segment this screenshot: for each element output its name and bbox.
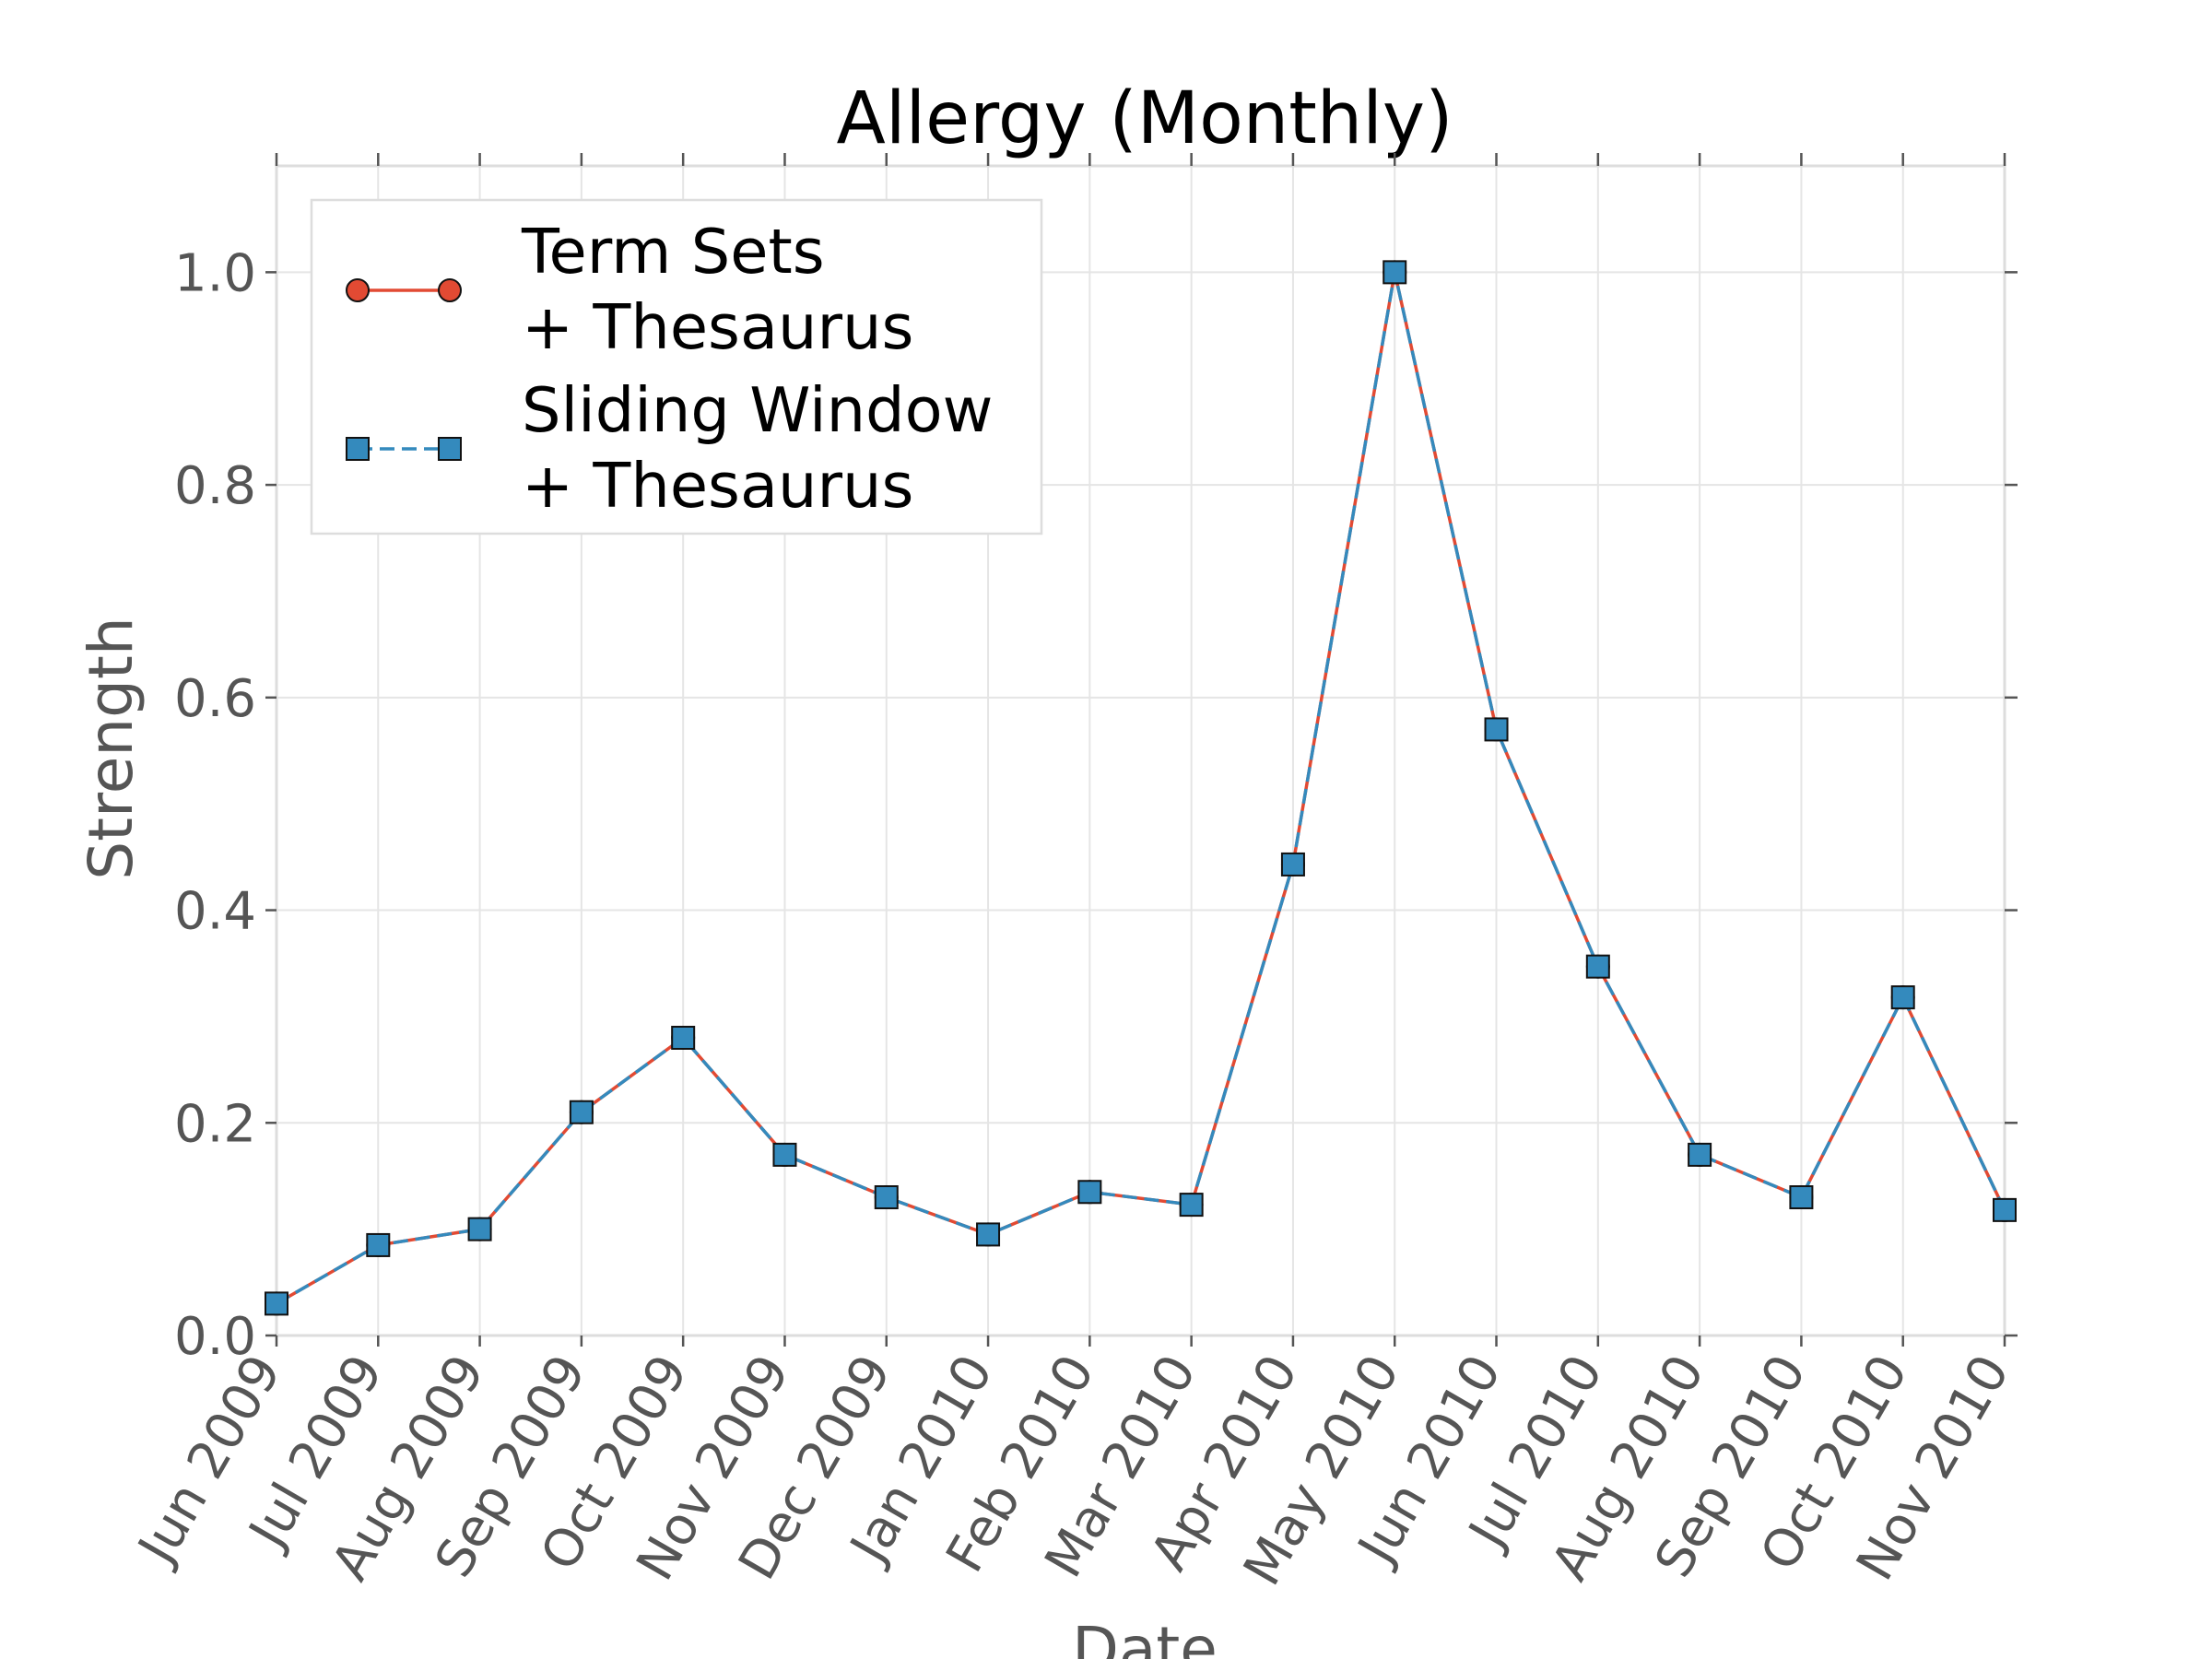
y-tick-label: 0.4 (174, 882, 256, 942)
y-tick-label: 0.6 (174, 669, 256, 729)
legend-marker (346, 437, 370, 461)
legend-label: Sliding Window + Thesaurus (522, 374, 993, 522)
series-2 (265, 260, 2017, 1316)
data-point (874, 1185, 899, 1210)
data-point (671, 1025, 696, 1050)
y-tick-label: 0.2 (174, 1094, 256, 1154)
data-point (1280, 852, 1305, 877)
data-point (1585, 954, 1610, 979)
data-point (467, 1217, 492, 1241)
legend-marker (438, 278, 462, 302)
legend-marker (438, 437, 462, 461)
data-point (1382, 260, 1407, 285)
data-point (1890, 985, 1915, 1010)
legend-label-line: Sliding Window (522, 374, 993, 446)
data-point (1179, 1193, 1204, 1218)
series (265, 260, 2017, 1316)
y-tick-label: 0.0 (174, 1307, 256, 1367)
chart-title: Allergy (Monthly) (836, 77, 1453, 160)
legend-label-line: + Thesaurus (522, 450, 913, 522)
legend-label-line: + Thesaurus (522, 291, 913, 363)
series-line (276, 271, 2006, 1305)
y-tick-label: 0.8 (174, 456, 256, 516)
data-point (265, 1291, 288, 1316)
data-point (1484, 717, 1509, 742)
data-point (1077, 1180, 1102, 1205)
legend-label-line: Term Sets (521, 216, 825, 288)
legend-label: Term Sets + Thesaurus (521, 216, 913, 363)
y-tick-label: 1.0 (174, 243, 256, 303)
legend-box (310, 198, 1043, 535)
data-point (366, 1232, 391, 1257)
data-point (1789, 1185, 1814, 1210)
data-point (569, 1100, 594, 1124)
data-point (976, 1222, 1001, 1247)
data-point (1993, 1197, 2017, 1222)
plot-frame (275, 164, 2006, 1337)
legend-marker (346, 278, 370, 302)
x-axis-label: Date (1072, 1614, 1218, 1659)
y-axis-label: Strength (76, 617, 147, 880)
data-point (772, 1142, 797, 1167)
data-point (1688, 1142, 1712, 1167)
